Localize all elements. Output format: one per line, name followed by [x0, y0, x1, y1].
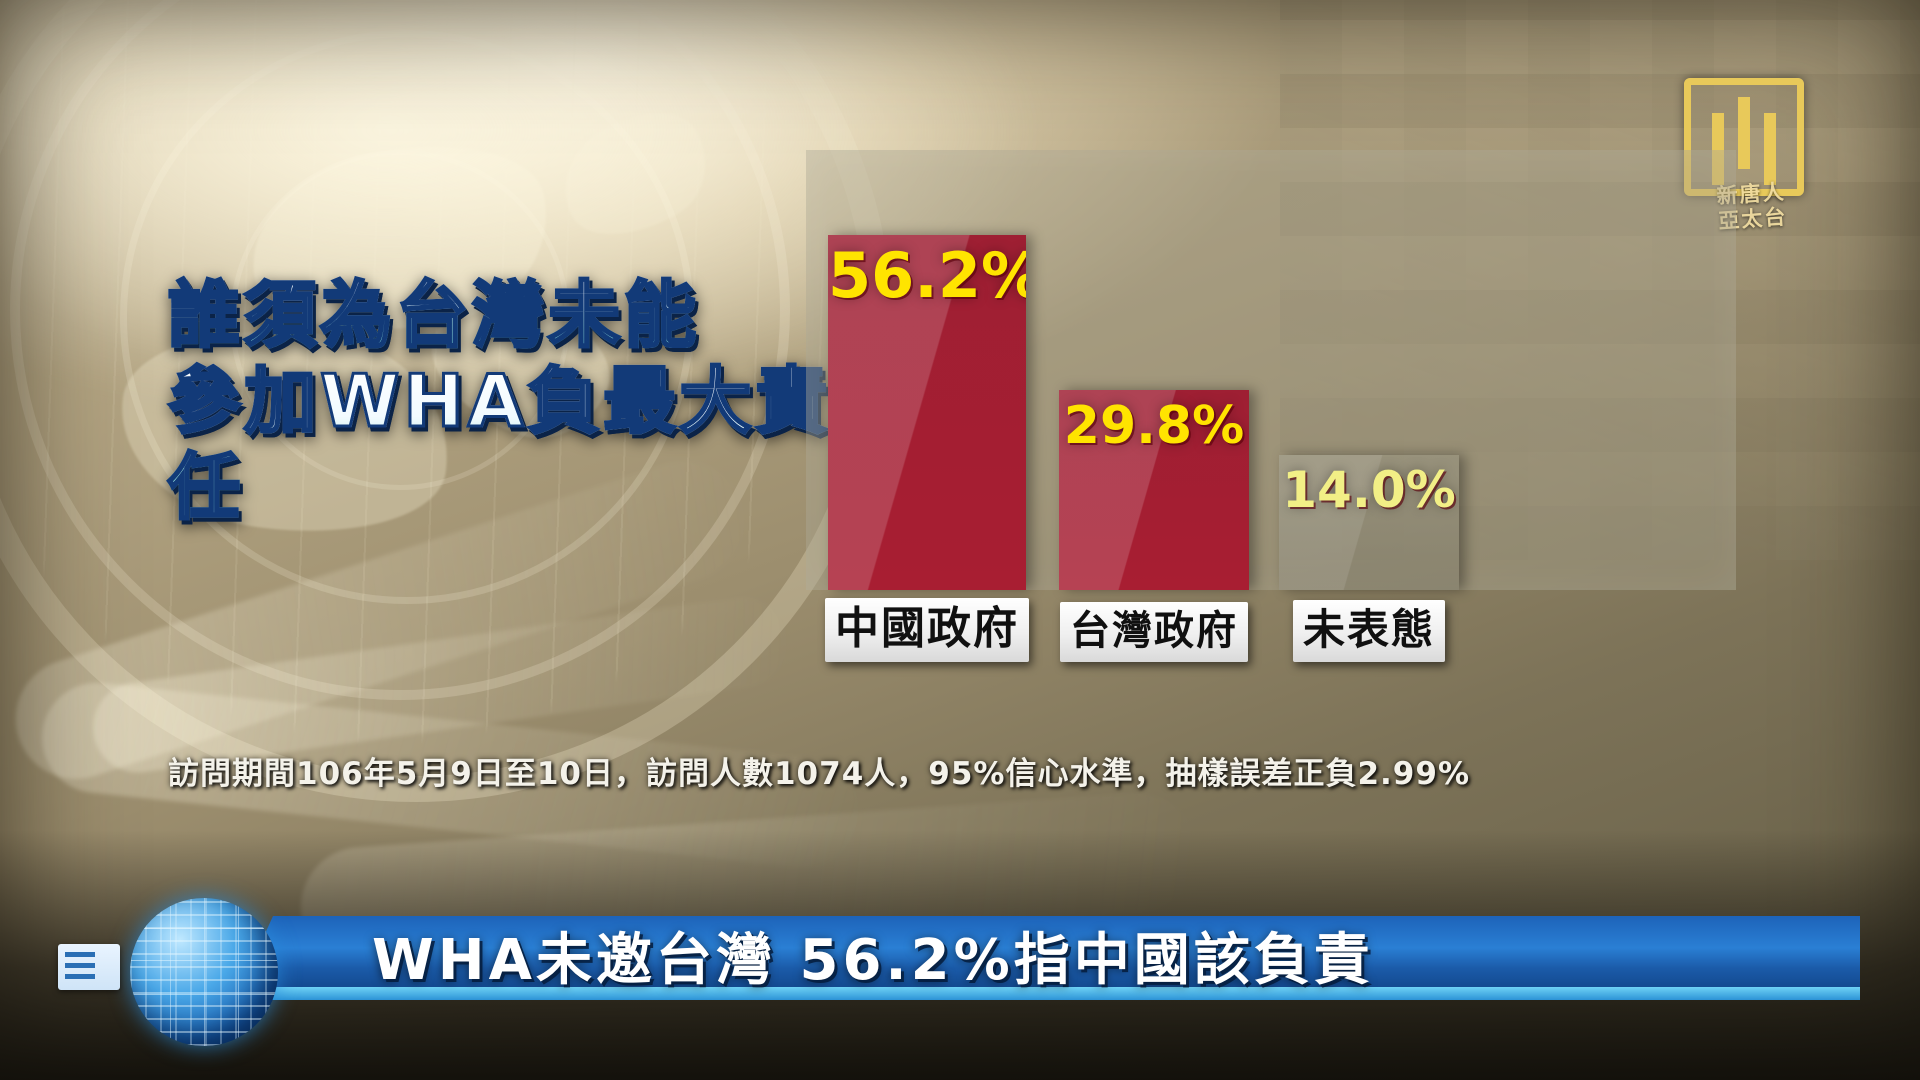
chart-bars: 56.2% 中國政府 29.8% 台灣政府 14.0% 未表態 [806, 150, 1914, 662]
ticker-bar [235, 916, 1860, 1000]
bar-group-0: 56.2% 中國政府 [825, 235, 1029, 662]
bar-label-2: 未表態 [1292, 600, 1446, 662]
bar-label-0: 中國政府 [825, 598, 1029, 662]
bar-group-1: 29.8% 台灣政府 [1059, 390, 1249, 662]
channel-logo: 新唐人 亞太台 [1662, 78, 1842, 248]
headline-line-2: 參加WHA負最大責任 [167, 358, 868, 531]
bar-group-2: 14.0% 未表態 [1279, 455, 1459, 662]
bar-label-1: 台灣政府 [1060, 602, 1248, 662]
news-ticker: WHA未邀台灣 56.2%指中國該負責 [0, 898, 1920, 1046]
poll-bar-chart: 56.2% 中國政府 29.8% 台灣政府 14.0% 未表態 [806, 150, 1914, 662]
bar-value-1: 29.8% [1063, 396, 1245, 456]
bar-0: 56.2% [828, 235, 1026, 590]
survey-footnote: 訪問期間106年5月9日至10日，訪問人數1074人，95%信心水準，抽樣誤差正… [168, 756, 1471, 792]
bar-value-2: 14.0% [1282, 461, 1456, 519]
headline-line-1: 誰須為台灣未能 [167, 272, 868, 359]
bar-1: 29.8% [1059, 390, 1249, 590]
globe-wireframe-icon [130, 898, 278, 1046]
news-flag-icon [58, 944, 120, 990]
headline: 誰須為台灣未能 參加WHA負最大責任 [167, 272, 868, 531]
bar-2: 14.0% [1279, 455, 1459, 590]
bar-value-0: 56.2% [828, 239, 1026, 312]
ntdtv-tang-logo-icon [1684, 78, 1804, 196]
globe-mesh [130, 898, 278, 1046]
ticker-headline: WHA未邀台灣 56.2%指中國該負責 [372, 927, 1374, 993]
